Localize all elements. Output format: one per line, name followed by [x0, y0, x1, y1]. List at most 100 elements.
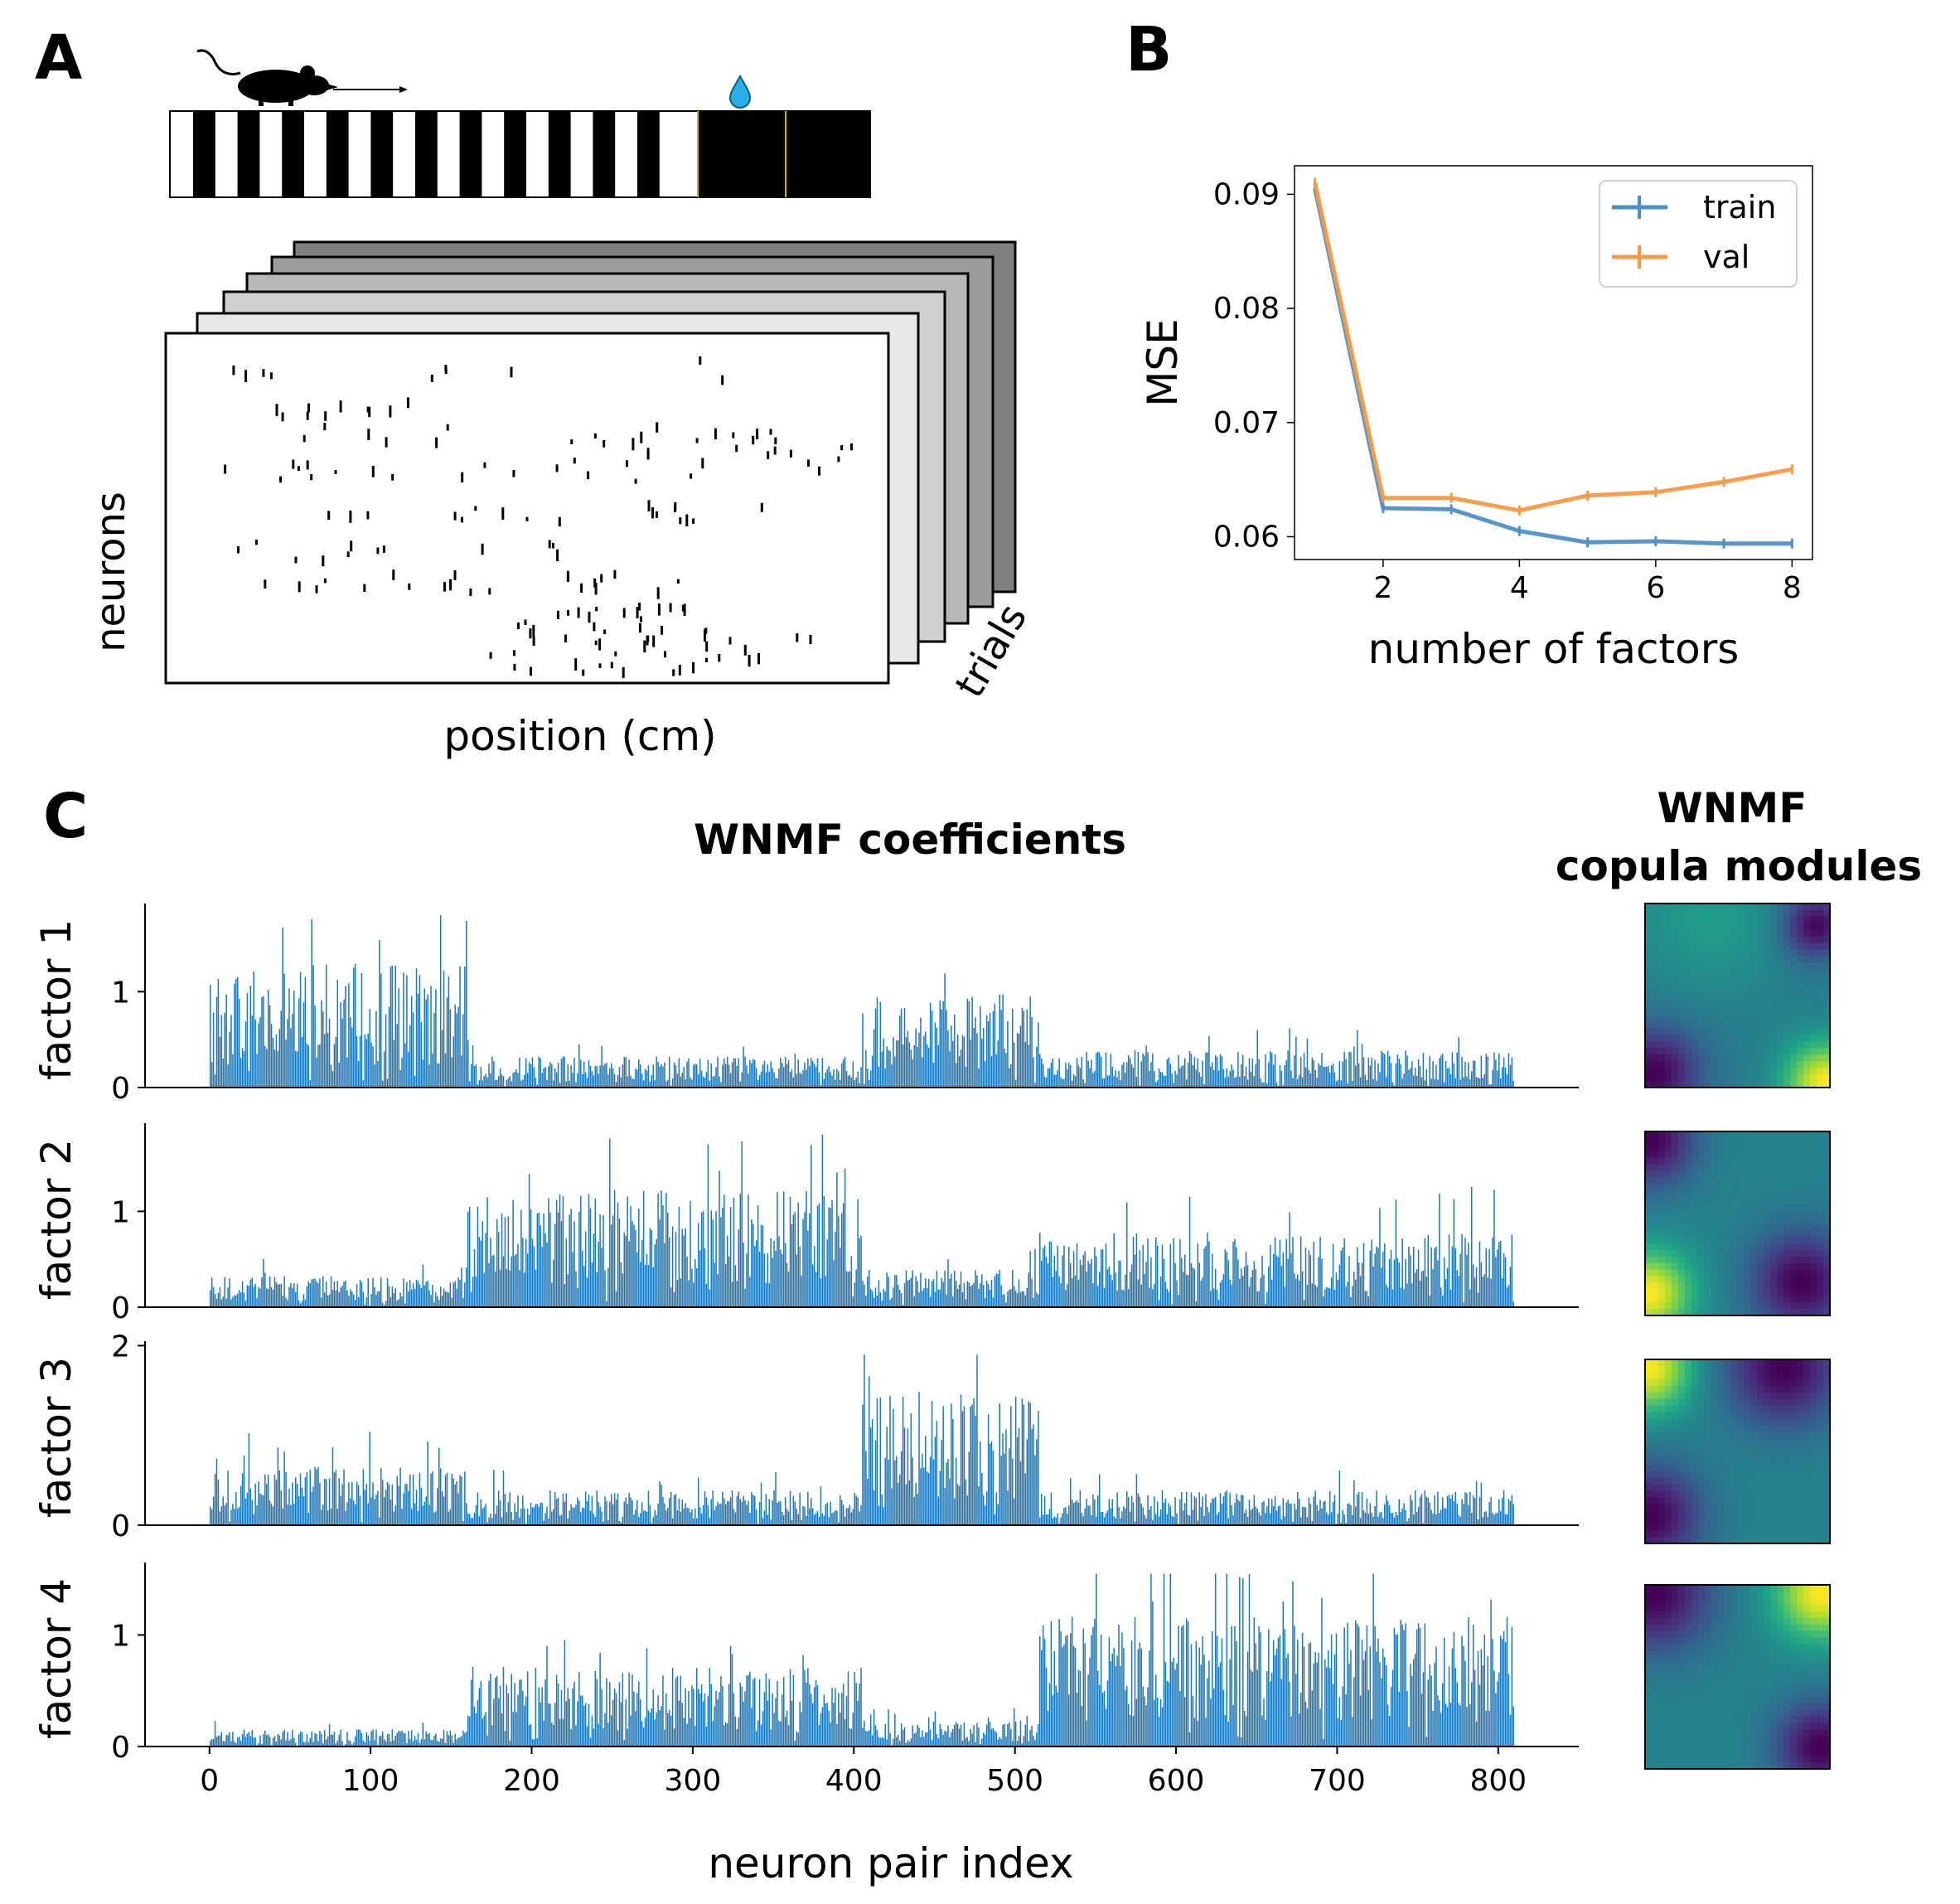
heatmap-cell: [1645, 1015, 1653, 1023]
heatmap-cell: [1724, 1524, 1732, 1531]
heatmap-cell: [1677, 982, 1686, 990]
heatmap-cell: [1711, 1749, 1719, 1756]
heatmap-cell: [1704, 1677, 1712, 1684]
heatmap-cell: [1645, 996, 1653, 1003]
heatmap-cell: [1777, 1243, 1784, 1251]
heatmap-cell: [1645, 1048, 1653, 1055]
heatmap-cell: [1730, 1749, 1739, 1756]
heatmap-cell: [1658, 1464, 1666, 1472]
heatmap-cell: [1817, 1683, 1824, 1691]
spike-tick: [695, 438, 699, 443]
heatmap-cell: [1770, 1256, 1778, 1264]
heatmap-cell: [1645, 1644, 1653, 1651]
heatmap-cell: [1823, 1177, 1831, 1185]
heatmap-cell: [1770, 1269, 1778, 1277]
heatmap-cell: [1704, 1510, 1712, 1518]
heatmap-cell: [1677, 1749, 1686, 1756]
heatmap-cell: [1664, 1729, 1672, 1737]
heatmap-cell: [1823, 1470, 1831, 1479]
heatmap-cell: [1810, 1637, 1817, 1645]
heatmap-cell: [1730, 1504, 1739, 1511]
heatmap-cell: [1677, 1709, 1686, 1717]
heatmap-cell: [1730, 1591, 1739, 1599]
heatmap-cell: [1750, 1451, 1758, 1459]
heatmap-cell: [1764, 1054, 1771, 1062]
heatmap-cell: [1790, 942, 1798, 951]
heatmap-cell: [1757, 1309, 1764, 1316]
heatmap-cell: [1770, 1477, 1778, 1485]
heatmap-cell: [1797, 1470, 1804, 1479]
heatmap-cell: [1717, 1074, 1725, 1082]
heatmap-cell: [1783, 1484, 1791, 1492]
heatmap-cell: [1730, 1170, 1739, 1179]
heatmap-cell: [1823, 1490, 1831, 1499]
heatmap-cell: [1783, 1164, 1791, 1172]
heatmap-cell: [1783, 956, 1791, 963]
heatmap-cell: [1717, 1630, 1725, 1639]
heatmap-cell: [1757, 982, 1764, 990]
heatmap-cell: [1645, 1249, 1653, 1257]
heatmap-cell: [1730, 1736, 1739, 1743]
heatmap-cell: [1744, 1722, 1752, 1731]
heatmap-cell: [1724, 1041, 1732, 1049]
heatmap-cell: [1664, 1378, 1672, 1387]
factor-label: factor 2: [32, 1139, 80, 1300]
heatmap-cell: [1724, 962, 1732, 970]
heatmap-cell: [1764, 1302, 1771, 1310]
heatmap-cell: [1717, 1716, 1725, 1724]
bar-series: [209, 1573, 1515, 1747]
copula-heatmap-1: [1644, 903, 1831, 1088]
heatmap-cell: [1783, 1068, 1791, 1075]
heatmap-cell: [1803, 1164, 1811, 1172]
heatmap-cell: [1764, 1190, 1771, 1198]
heatmap-cell: [1697, 1457, 1706, 1466]
heatmap-cell: [1757, 1229, 1764, 1238]
heatmap-cell: [1697, 1445, 1706, 1452]
heatmap-cell: [1704, 1742, 1712, 1750]
heatmap-cell: [1664, 976, 1672, 983]
heatmap-cell: [1724, 1537, 1732, 1544]
heatmap-cell: [1730, 1197, 1739, 1204]
heatmap-cell: [1817, 1359, 1824, 1367]
heatmap-cell: [1823, 1756, 1831, 1763]
heatmap-cell: [1651, 969, 1659, 976]
heatmap-cell: [1684, 1611, 1692, 1619]
heatmap-cell: [1711, 1385, 1719, 1393]
heatmap-cell: [1717, 956, 1725, 963]
heatmap-cell: [1664, 1696, 1672, 1704]
heatmap-cell: [1750, 1742, 1758, 1750]
heatmap-cell: [1724, 1677, 1732, 1684]
spike-tick: [640, 431, 643, 443]
heatmap-cell: [1697, 1497, 1706, 1505]
heatmap-cell: [1797, 1028, 1804, 1036]
heatmap-cell: [1717, 1517, 1725, 1524]
heatmap-cell: [1757, 1604, 1764, 1612]
heatmap-cell: [1817, 1484, 1824, 1492]
heatmap-cell: [1677, 1418, 1686, 1426]
heatmap-cell: [1717, 1591, 1725, 1599]
heatmap-cell: [1790, 1269, 1798, 1277]
heatmap-cell: [1777, 1302, 1784, 1310]
heatmap-cell: [1790, 1372, 1798, 1380]
heatmap-cell: [1684, 996, 1692, 1003]
heatmap-cell: [1671, 1256, 1679, 1264]
heatmap-cell: [1684, 962, 1692, 970]
heatmap-cell: [1737, 1591, 1745, 1599]
heatmap-cell: [1704, 1372, 1712, 1380]
heatmap-cell: [1757, 1256, 1764, 1264]
heatmap-cell: [1664, 1385, 1672, 1393]
heatmap-cell: [1658, 1477, 1666, 1485]
heatmap-cell: [1757, 962, 1764, 970]
heatmap-cell: [1790, 1624, 1798, 1632]
heatmap-cell: [1671, 909, 1679, 918]
heatmap-cell: [1744, 1484, 1752, 1492]
heatmap-cell: [1797, 1729, 1804, 1737]
heatmap-cell: [1724, 1256, 1732, 1264]
heatmap-cell: [1737, 1131, 1745, 1139]
heatmap-cell: [1664, 1061, 1672, 1068]
spike-tick: [302, 434, 306, 443]
heatmap-cell: [1764, 1144, 1771, 1152]
heatmap-cell: [1817, 1398, 1824, 1407]
heatmap-cell: [1677, 1028, 1686, 1036]
heatmap-cell: [1645, 1677, 1653, 1684]
